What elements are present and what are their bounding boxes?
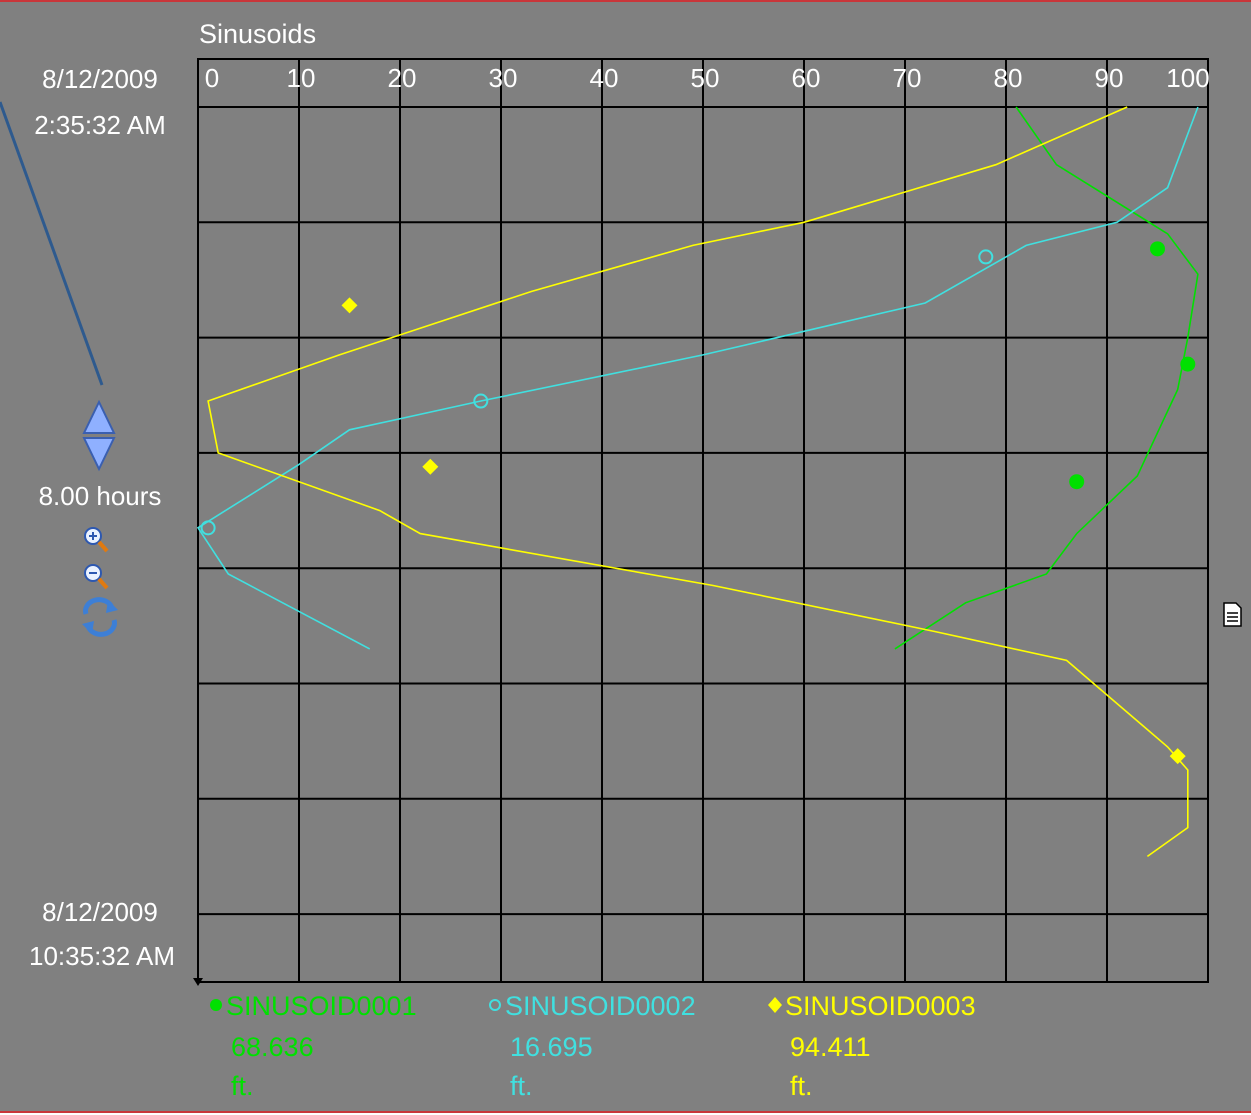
x-tick-label: 50 (691, 63, 720, 93)
x-tick-labels: 0 10 20 30 40 50 60 70 80 90 100 (205, 63, 1210, 93)
scroll-down-icon[interactable] (82, 437, 116, 472)
legend-series-name: SINUSOID0002 (505, 991, 696, 1021)
series-lines (196, 106, 1199, 858)
scroll-up-icon[interactable] (82, 399, 116, 434)
x-tick-label: 40 (590, 63, 619, 93)
x-tick-label: 0 (205, 63, 219, 93)
x-tick-label: 30 (489, 63, 518, 93)
zoom-out-icon[interactable] (84, 564, 109, 590)
legend-series-unit: ft. (790, 1071, 813, 1101)
start-date: 8/12/2009 (42, 64, 158, 94)
data-point-marker (1169, 748, 1186, 765)
data-point-marker (422, 458, 439, 475)
x-tick-label: 90 (1095, 63, 1124, 93)
legend-marker (210, 999, 222, 1011)
x-tick-label: 20 (388, 63, 417, 93)
series-markers (200, 241, 1196, 765)
end-date: 8/12/2009 (42, 897, 158, 927)
callout-line (0, 101, 104, 386)
series-line-1 (894, 106, 1199, 650)
zoom-in-icon[interactable] (84, 527, 109, 553)
duration-label: 8.00 hours (39, 481, 162, 511)
legend-marker (768, 997, 782, 1013)
refresh-icon[interactable] (82, 597, 118, 637)
legend-series-value: 68.636 (231, 1032, 314, 1062)
legend-series-unit: ft. (510, 1071, 533, 1101)
legend-series-name: SINUSOID0001 (226, 991, 417, 1021)
x-tick-label: 60 (792, 63, 821, 93)
series-line-2 (196, 106, 1199, 650)
x-tick-label: 70 (893, 63, 922, 93)
data-point-marker (1150, 241, 1165, 257)
end-time: 10:35:32 AM (29, 941, 175, 971)
data-point-marker (341, 297, 358, 314)
document-icon[interactable] (1223, 602, 1242, 627)
start-time: 2:35:32 AM (34, 110, 166, 140)
legend-series-value: 16.695 (510, 1032, 593, 1062)
chart-title: Sinusoids (199, 19, 316, 49)
legend-series-value: 94.411 (790, 1032, 871, 1062)
data-point-marker (1069, 474, 1085, 490)
x-tick-label: 80 (994, 63, 1023, 93)
axis-arrow-icon (193, 978, 203, 986)
legend: SINUSOID0001 68.636 ft. SINUSOID0002 16.695 f… (210, 991, 976, 1101)
data-point-marker (200, 520, 216, 536)
data-point-marker (1180, 356, 1196, 372)
grid (197, 58, 1209, 983)
legend-series-name: SINUSOID0003 (785, 991, 976, 1021)
legend-series-unit: ft. (231, 1071, 254, 1101)
series-line-3 (207, 106, 1189, 858)
x-tick-label: 10 (287, 63, 316, 93)
data-point-marker (473, 393, 489, 409)
legend-marker (489, 999, 501, 1011)
data-point-marker (978, 249, 994, 265)
x-tick-label: 100 (1166, 63, 1209, 93)
